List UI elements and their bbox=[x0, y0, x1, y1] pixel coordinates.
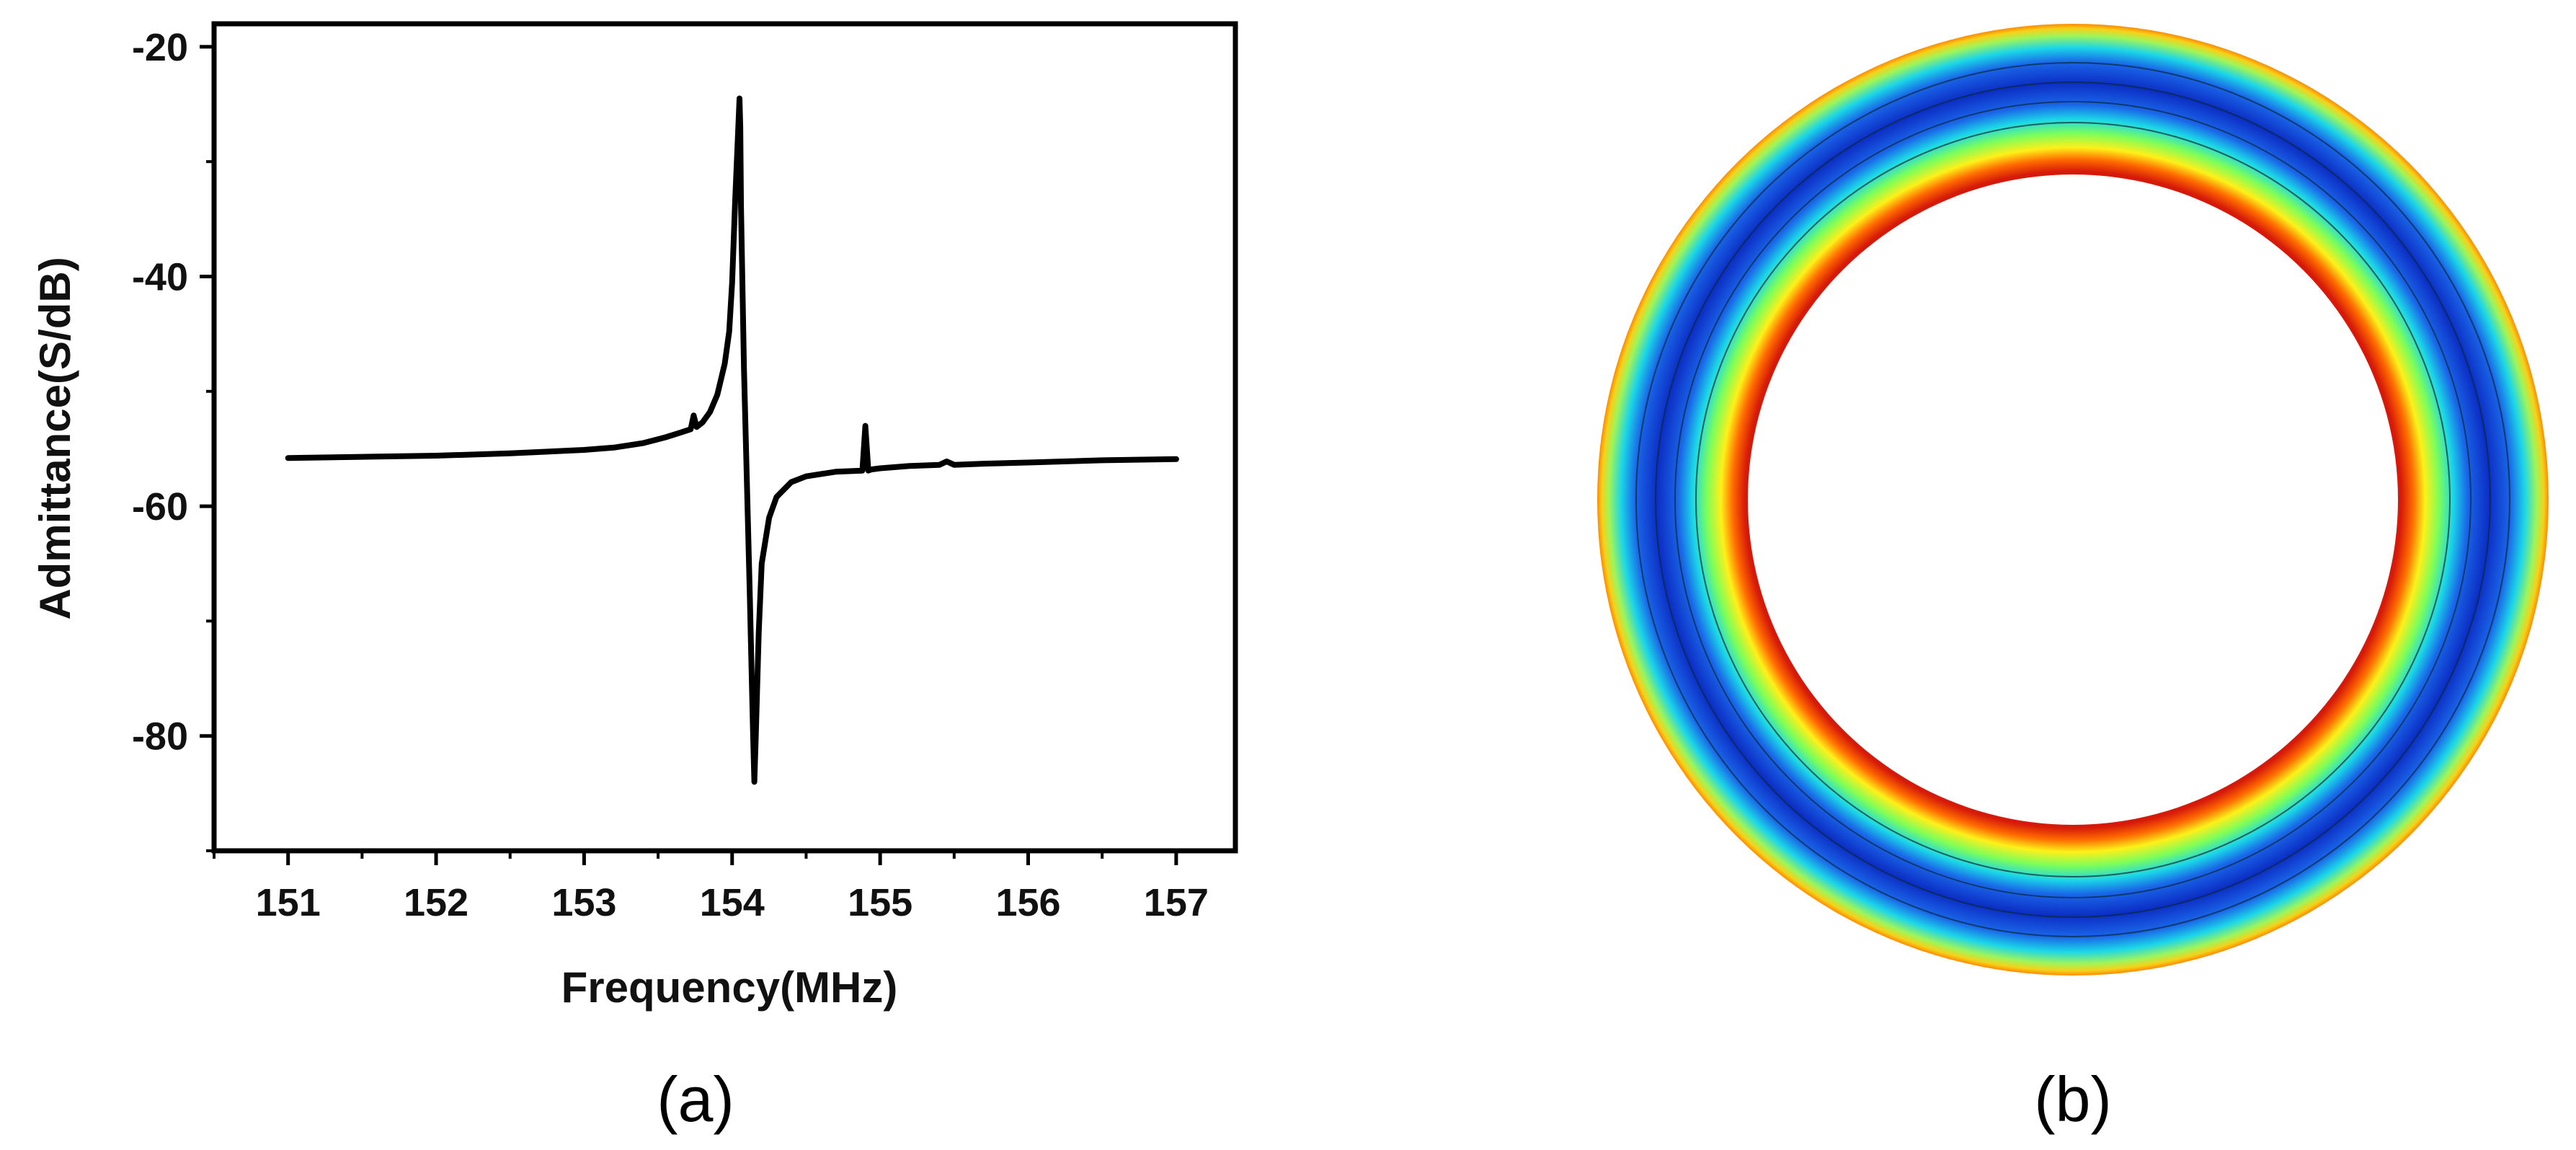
x-axis-ticks: 151 152 153 154 155 156 157 bbox=[213, 851, 1209, 924]
x-tick-label: 153 bbox=[551, 881, 616, 924]
panel-label-a: (a) bbox=[657, 1063, 734, 1135]
y-tick-label: -60 bbox=[132, 485, 188, 528]
y-tick-label: -80 bbox=[132, 715, 188, 758]
x-axis-label: Frequency(MHz) bbox=[561, 963, 898, 1012]
ring-contour bbox=[1695, 122, 2451, 877]
resonator-ring bbox=[1596, 24, 2549, 976]
x-tick-label: 154 bbox=[700, 881, 765, 924]
y-axis-ticks: -20 -40 -60 -80 bbox=[132, 26, 214, 852]
y-tick-label: -40 bbox=[132, 255, 188, 298]
admittance-chart: 151 152 153 154 155 156 157 -20 -40 -60 -80 Frequ… bbox=[31, 21, 1238, 1012]
ring-contour bbox=[1635, 62, 2510, 937]
x-tick-label: 157 bbox=[1144, 881, 1209, 924]
admittance-curve bbox=[285, 95, 1179, 785]
y-tick-label: -20 bbox=[132, 26, 188, 69]
panel-label-b: (b) bbox=[2034, 1063, 2112, 1135]
ring-mode-shape bbox=[1596, 24, 2549, 976]
y-axis-label: Admittance(S/dB) bbox=[31, 257, 79, 619]
x-tick-label: 156 bbox=[995, 881, 1060, 924]
ring-contour bbox=[1674, 101, 2471, 898]
x-tick-label: 152 bbox=[404, 881, 468, 924]
x-tick-label: 155 bbox=[848, 881, 912, 924]
plot-frame bbox=[211, 21, 1238, 854]
x-tick-label: 151 bbox=[256, 881, 321, 924]
ring-contour bbox=[1655, 81, 2491, 918]
